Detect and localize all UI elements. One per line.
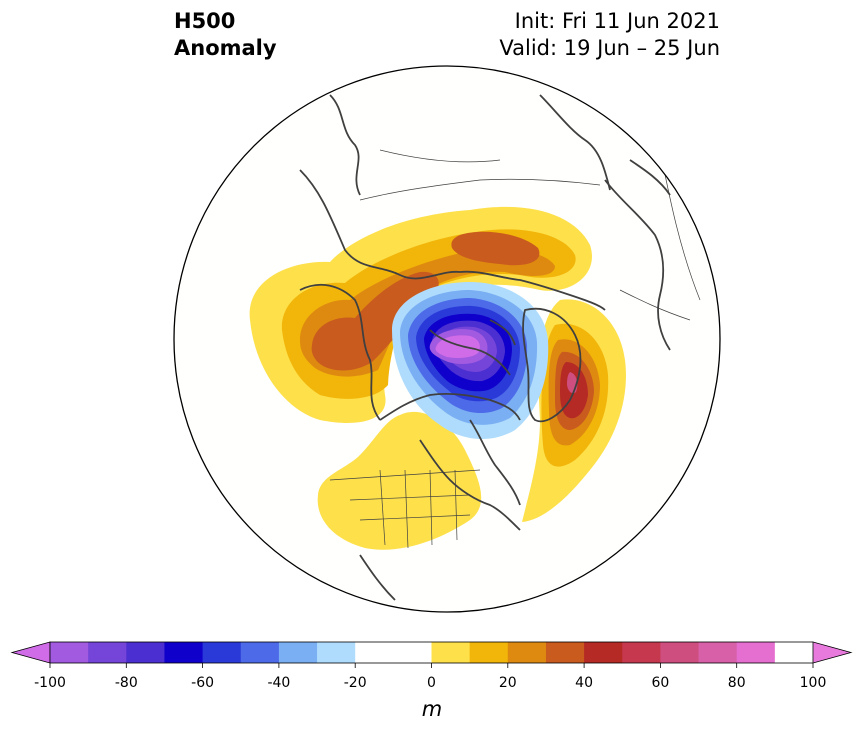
colorbar-segment (736, 642, 776, 663)
colorbar-segment (50, 642, 89, 663)
colorbar-tick-label: -80 (115, 675, 138, 691)
colorbar-segment (584, 642, 623, 663)
colorbar-segment (431, 642, 471, 663)
colorbar-segment (317, 642, 356, 663)
colorbar-segment (660, 642, 700, 663)
colorbar-segment (393, 642, 432, 663)
colorbar-segment (507, 642, 547, 663)
colorbar-segment (240, 642, 280, 663)
colorbar-extend-low (10, 641, 51, 664)
colorbar-segment (469, 642, 509, 663)
colorbar-tick-label: -20 (344, 675, 367, 691)
colorbar-segment (774, 642, 814, 663)
colorbar-tick-label: 80 (728, 675, 746, 691)
colorbar-segment (126, 642, 165, 663)
colorbar-extend-high (812, 641, 853, 664)
polar-map (174, 66, 720, 612)
colorbar-segment (622, 642, 661, 663)
colorbar-segment (545, 642, 585, 663)
title-variable: H500 (174, 9, 236, 33)
globe-boundary (173, 65, 721, 613)
colorbar-segment (355, 642, 394, 663)
map-title: H500 Anomaly (174, 8, 277, 62)
title-anomaly: Anomaly (174, 36, 277, 60)
colorbar-unit: m (422, 697, 442, 721)
colorbar-segment (202, 642, 242, 663)
positive-anomaly-pacific-arc (249, 206, 592, 423)
colorbar (10, 641, 853, 664)
colorbar-tick-label: -100 (34, 675, 66, 691)
colorbar-segment (88, 642, 127, 663)
colorbar-segment (164, 642, 204, 663)
positive-anomaly-western-us (317, 411, 482, 550)
coastlines (299, 94, 671, 601)
colorbar-ticks: -100 -80 -60 -40 -20 0 20 40 60 80 100 (34, 663, 826, 691)
colorbar-tick-label: 20 (499, 675, 517, 691)
colorbar-segment (698, 642, 738, 663)
colorbar-tick-label: -40 (267, 675, 290, 691)
init-date: Init: Fri 11 Jun 2021 (514, 9, 720, 33)
colorbar-tick-label: -60 (191, 675, 214, 691)
colorbar-tick-label: 60 (651, 675, 669, 691)
political-borders (329, 149, 701, 549)
colorbar-tick-label: 100 (800, 675, 827, 691)
date-info: Init: Fri 11 Jun 2021 Valid: 19 Jun – 25… (499, 8, 720, 62)
colorbar-segment (278, 642, 318, 663)
negative-anomaly-polar (392, 282, 549, 440)
valid-range: Valid: 19 Jun – 25 Jun (499, 36, 720, 60)
colorbar-tick-label: 0 (427, 675, 436, 691)
colorbar-tick-label: 40 (575, 675, 593, 691)
